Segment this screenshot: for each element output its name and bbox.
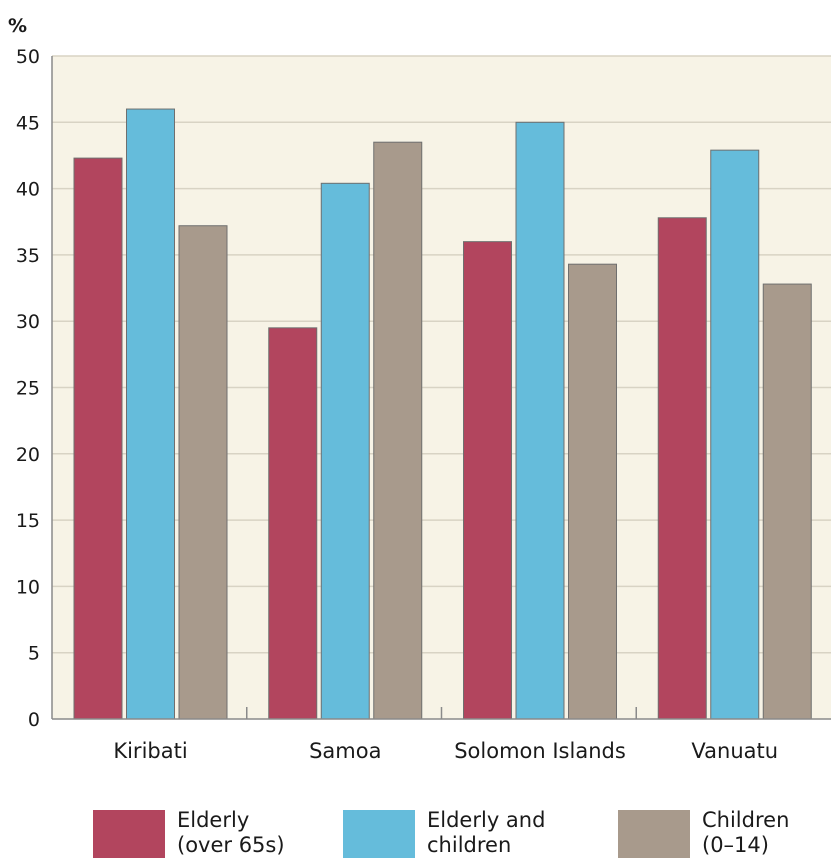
bar [126,108,175,720]
legend: Elderly (over 65s) Elderly and children Ch… [0,800,831,866]
y-tick-label: 45 [16,112,40,134]
y-tick-label: 5 [28,643,40,665]
legend-label: Elderly and children [427,808,546,857]
x-category-label: Vanuatu [691,739,778,763]
axes [51,56,831,720]
y-tick-label: 50 [16,46,40,68]
bar [268,327,318,720]
x-category-label: Solomon Islands [454,739,626,763]
y-tick-label: 30 [16,311,40,333]
legend-swatch [93,810,165,858]
y-tick-labels: 0 5 10 15 20 25 30 35 40 45 50 [16,46,40,731]
category-labels: Kiribati Samoa Solomon Islands Vanuatu [113,739,778,763]
bar [463,241,512,720]
y-tick-label: 20 [16,444,40,466]
bar [515,121,565,720]
legend-swatch [618,810,690,858]
bar [568,263,617,720]
bars [73,108,812,720]
bar [762,283,812,720]
bar [710,149,760,720]
bar [657,217,707,720]
bar-chart: 0 5 10 15 20 25 30 35 40 45 50 Kiribati Samoa Solomo… [8,15,831,763]
y-tick-label: 25 [16,378,40,400]
y-tick-label: 0 [28,709,40,731]
y-unit-label: % [8,15,27,37]
y-tick-label: 40 [16,179,40,201]
bar [373,141,423,720]
y-tick-label: 35 [16,245,40,267]
bar [320,182,370,720]
x-category-label: Samoa [309,739,381,763]
legend-swatch [343,810,415,858]
x-category-label: Kiribati [113,739,187,763]
legend-label: Elderly (over 65s) [177,808,285,857]
legend-label: Children (0–14) [702,808,790,857]
y-tick-label: 10 [16,576,40,598]
bar [73,157,123,720]
y-tick-label: 15 [16,510,40,532]
bar [178,225,228,720]
